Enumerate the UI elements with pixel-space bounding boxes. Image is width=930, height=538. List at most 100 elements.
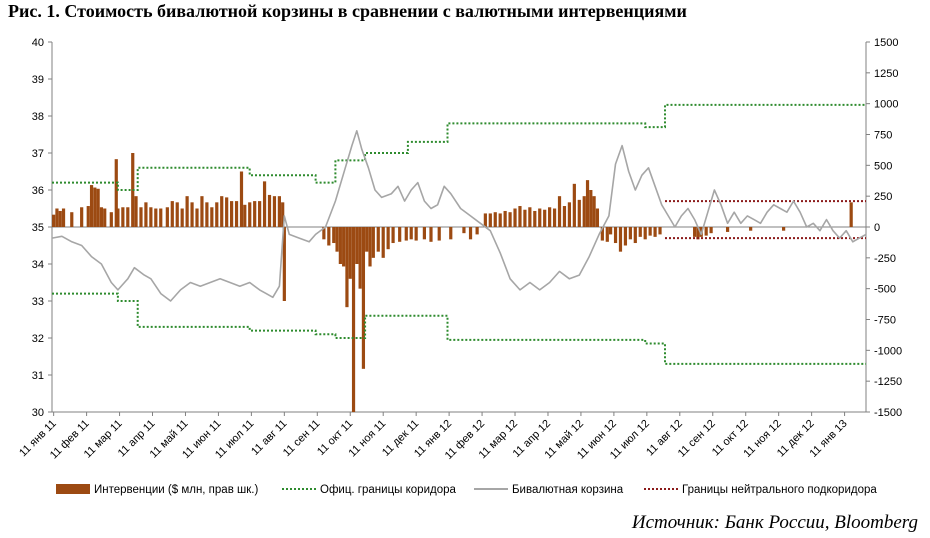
- intervention-bar: [200, 196, 204, 227]
- intervention-bar: [513, 208, 517, 227]
- intervention-bar: [99, 207, 104, 227]
- intervention-bar: [121, 207, 125, 227]
- intervention-bar: [272, 196, 277, 227]
- intervention-bar: [503, 210, 507, 227]
- intervention-bar: [429, 227, 433, 242]
- intervention-bar: [628, 227, 632, 240]
- intervention-bar: [159, 208, 163, 227]
- intervention-bar: [725, 227, 730, 232]
- intervention-bar: [89, 185, 94, 227]
- intervention-bar: [327, 227, 331, 246]
- right-tick-label: -750: [874, 315, 896, 327]
- right-tick-label: 1250: [874, 68, 898, 80]
- intervention-bar: [355, 227, 359, 264]
- right-tick-label: -1500: [874, 407, 902, 419]
- intervention-bar: [144, 202, 148, 227]
- chart-title: Рис. 1. Стоимость бивалютной корзины в с…: [8, 1, 687, 21]
- intervention-bar: [165, 207, 169, 227]
- intervention-bar: [782, 227, 786, 231]
- intervention-bar: [70, 212, 74, 227]
- right-tick-label: 1000: [874, 99, 898, 111]
- intervention-bar: [422, 227, 426, 240]
- intervention-bar: [623, 227, 628, 246]
- intervention-bar: [508, 212, 512, 227]
- left-tick-label: 35: [32, 222, 44, 234]
- intervention-bar: [523, 209, 527, 227]
- intervention-bar: [398, 227, 402, 242]
- intervention-bar: [538, 208, 542, 227]
- intervention-bar: [468, 227, 473, 240]
- intervention-bar: [605, 227, 609, 242]
- intervention-bar: [653, 227, 657, 237]
- intervention-bar: [358, 227, 362, 289]
- intervention-bar: [109, 212, 113, 227]
- intervention-bar: [338, 227, 342, 264]
- intervention-bar: [342, 227, 346, 267]
- intervention-bar: [572, 183, 576, 227]
- intervention-bar: [253, 201, 257, 227]
- intervention-bar: [116, 208, 120, 227]
- intervention-bar: [498, 213, 502, 227]
- intervention-bar: [365, 227, 369, 252]
- intervention-bar: [322, 227, 326, 240]
- intervention-bar: [567, 202, 572, 227]
- intervention-bar: [175, 202, 179, 227]
- right-tick-label: 750: [874, 130, 892, 142]
- intervention-bar: [93, 187, 97, 227]
- intervention-bar: [239, 171, 244, 227]
- intervention-bar: [210, 207, 214, 227]
- intervention-bar: [552, 208, 557, 227]
- left-tick-label: 36: [32, 185, 44, 197]
- intervention-bar: [58, 210, 62, 227]
- intervention-bar: [696, 227, 700, 240]
- intervention-bar: [348, 227, 352, 279]
- line-series: [51, 103, 867, 365]
- intervention-bar: [613, 227, 618, 244]
- intervention-bar: [693, 227, 697, 237]
- legend-label: Границы нейтрального подкоридора: [682, 484, 877, 496]
- intervention-bar: [139, 207, 143, 227]
- left-tick-label: 40: [32, 37, 44, 49]
- intervention-bar: [449, 227, 453, 240]
- intervention-bar: [351, 227, 356, 412]
- intervention-bar: [381, 227, 385, 258]
- legend-label: Офиц. границы коридора: [320, 484, 456, 496]
- intervention-bar: [262, 181, 267, 227]
- legend-swatch-interventions: [56, 484, 90, 494]
- intervention-bar: [86, 206, 90, 227]
- intervention-bar: [126, 207, 130, 227]
- intervention-bar: [230, 201, 234, 227]
- right-tick-label: 250: [874, 191, 892, 203]
- intervention-bar: [335, 227, 339, 252]
- left-tick-label: 32: [32, 333, 44, 345]
- intervention-bar: [205, 202, 209, 227]
- intervention-bar: [658, 227, 662, 235]
- right-tick-label: -500: [874, 284, 896, 296]
- intervention-bar: [709, 227, 713, 234]
- intervention-bar: [277, 196, 281, 227]
- intervention-bar: [548, 207, 552, 227]
- intervention-bar: [648, 227, 652, 236]
- intervention-bar: [185, 196, 189, 227]
- intervention-bar: [488, 213, 492, 227]
- intervention-bar: [533, 210, 537, 227]
- intervention-bar: [332, 227, 336, 244]
- intervention-bar: [582, 196, 586, 227]
- intervention-bar: [386, 227, 390, 250]
- intervention-bar: [638, 227, 642, 237]
- right-tick-label: -1250: [874, 376, 902, 388]
- intervention-bar: [258, 201, 262, 227]
- intervention-bar: [234, 201, 239, 227]
- intervention-bar: [180, 208, 184, 227]
- intervention-bar: [585, 180, 590, 227]
- intervention-bar: [368, 227, 372, 267]
- interventions-series: [52, 153, 853, 412]
- intervention-bar: [557, 196, 562, 227]
- intervention-bar: [225, 197, 229, 227]
- left-tick-label: 37: [32, 148, 44, 160]
- left-tick-label: 38: [32, 111, 44, 123]
- intervention-bar: [134, 196, 138, 227]
- intervention-bar: [493, 212, 497, 227]
- left-tick-label: 33: [32, 296, 44, 308]
